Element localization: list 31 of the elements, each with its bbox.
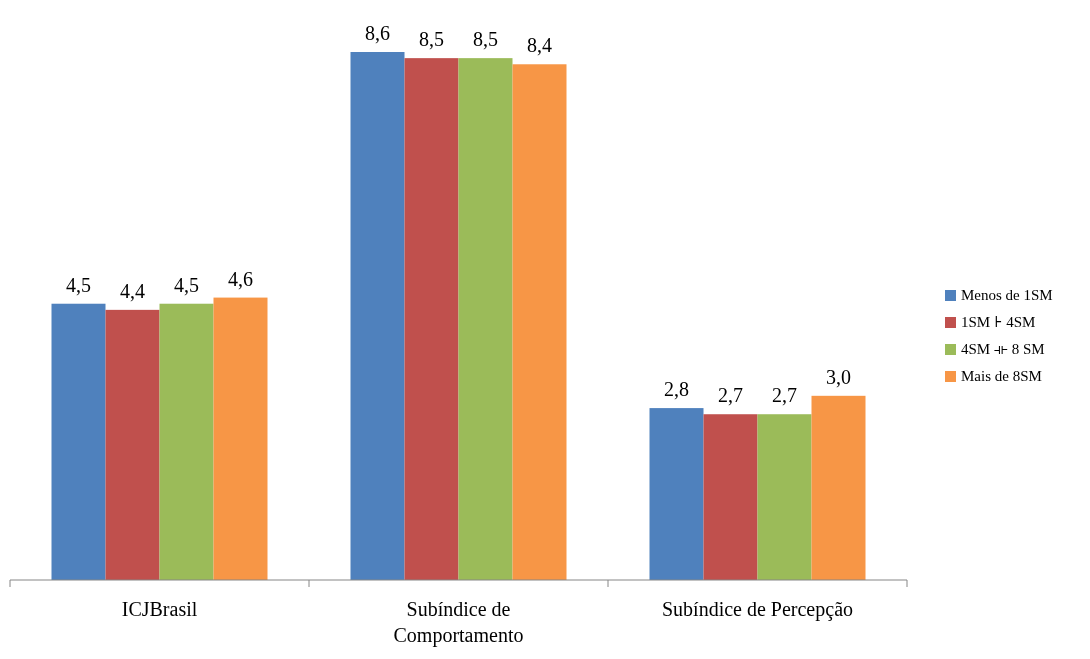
x-tick-label: Subíndice de Percepção: [661, 598, 854, 621]
x-tick-label: ICJBrasil: [121, 598, 198, 620]
data-label: 8,4: [527, 34, 552, 57]
x-tick-label: Subíndice de Comportamento: [393, 598, 524, 647]
bar: [757, 414, 812, 580]
bar: [51, 303, 106, 580]
data-label: 4,5: [66, 273, 91, 296]
legend-label: 4SM ⟛ 8 SM: [961, 341, 1045, 357]
data-label: 4,6: [228, 267, 253, 290]
data-label: 2,7: [772, 384, 797, 407]
bar: [811, 395, 866, 580]
bar: [512, 64, 567, 580]
bar: [213, 297, 268, 580]
data-label: 2,7: [718, 384, 743, 407]
legend-label: 1SM ⊦ 4SM: [961, 314, 1036, 330]
bar: [105, 309, 160, 580]
legend-label: Mais de 8SM: [961, 368, 1042, 384]
bar: [404, 58, 459, 580]
data-label: 4,5: [174, 273, 199, 296]
bar: [350, 52, 405, 580]
data-label: 3,0: [826, 365, 851, 388]
data-label: 2,8: [664, 378, 689, 401]
bar: [703, 414, 758, 580]
data-label: 8,5: [473, 28, 498, 51]
legend-label: Menos de 1SM: [961, 287, 1053, 303]
bar: [649, 408, 704, 580]
data-label: 8,6: [365, 22, 390, 44]
data-label: 8,5: [419, 28, 444, 51]
bar: [159, 303, 214, 580]
bar: [458, 58, 513, 580]
data-label: 4,4: [120, 279, 145, 302]
